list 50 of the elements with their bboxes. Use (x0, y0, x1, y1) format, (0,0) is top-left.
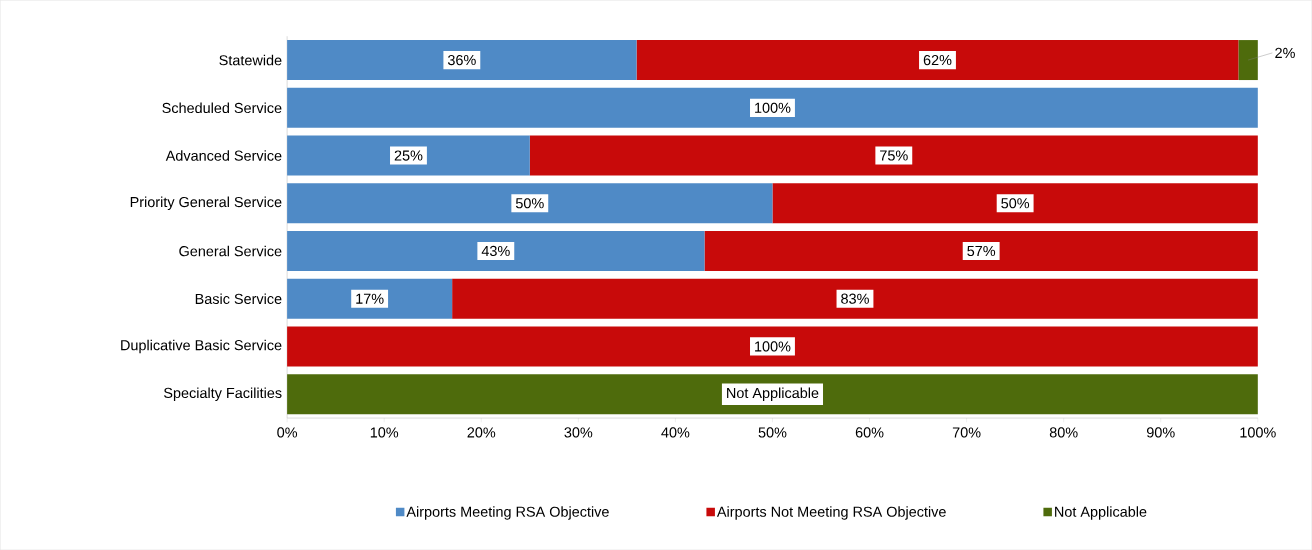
y-tick-label: Duplicative Basic Service (121, 339, 282, 354)
data-label: 100% (755, 102, 791, 113)
bar (772, 183, 1258, 224)
x-tick-label: 20% (467, 427, 496, 438)
x-tick-label: 0% (277, 427, 298, 438)
x-tick-label: 100% (1240, 427, 1276, 438)
x-tick-label: 80% (1049, 427, 1078, 438)
bar (287, 230, 705, 271)
bar (287, 278, 453, 319)
x-tick-label: 60% (855, 427, 884, 438)
bar (636, 39, 1239, 80)
data-label: 25% (394, 150, 423, 161)
data-label: 36% (447, 54, 476, 66)
bar (287, 183, 773, 224)
x-tick-label: 50% (758, 427, 787, 438)
data-label: Not Applicable (727, 387, 819, 401)
data-label: 57% (967, 245, 996, 256)
bar (287, 374, 1258, 415)
y-tick-label: General Service (179, 245, 282, 257)
data-label: 62% (923, 54, 952, 66)
data-label: 50% (1001, 198, 1030, 209)
legend-label: Airports Meeting RSA Objective (406, 506, 609, 520)
y-tick-label: Priority General Service (130, 196, 282, 210)
legend-label: Not Applicable (1055, 506, 1147, 520)
bar (452, 278, 1258, 319)
y-tick-label: Advanced Service (165, 150, 282, 161)
y-tick-label: Specialty Facilities (163, 387, 282, 401)
x-tick-label: 40% (661, 427, 690, 438)
legend-label: Airports Not Meeting RSA Objective (716, 506, 946, 520)
data-label: 100% (755, 341, 791, 352)
y-tick-label: Scheduled Service (162, 102, 282, 113)
data-label: 83% (841, 293, 869, 304)
y-tick-label: Basic Service (195, 293, 282, 304)
data-label: 75% (880, 150, 908, 161)
bar (529, 135, 1258, 176)
data-label: 43% (481, 245, 510, 256)
x-tick-label: 10% (370, 427, 399, 438)
x-tick-label: 90% (1146, 427, 1175, 438)
bar (1238, 39, 1258, 80)
bar (287, 87, 1258, 128)
x-tick-label: 30% (564, 427, 593, 438)
bar (704, 230, 1258, 271)
bar (287, 326, 1258, 367)
bar (287, 135, 530, 176)
data-label: 2% (1275, 47, 1295, 58)
y-tick-label: Statewide (219, 54, 282, 66)
data-label: 50% (515, 198, 544, 209)
bar (287, 39, 637, 80)
data-label: 17% (356, 293, 384, 304)
x-tick-label: 70% (952, 427, 981, 438)
